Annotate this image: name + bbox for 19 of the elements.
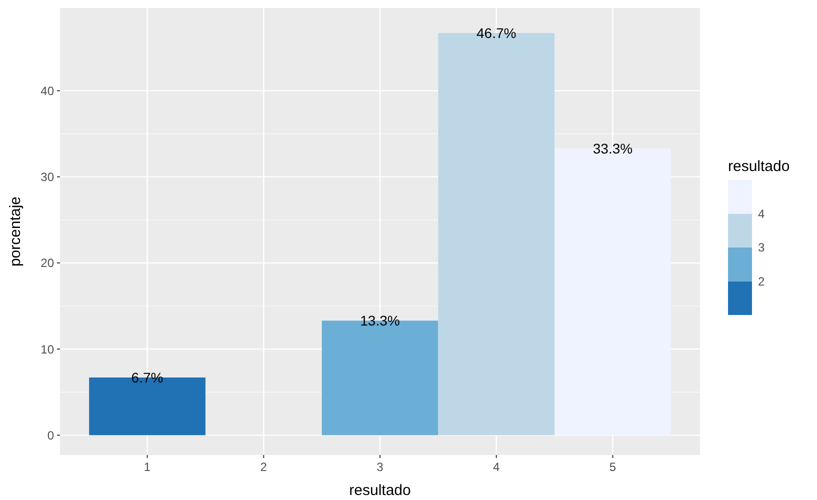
- x-axis-title: resultado: [349, 482, 411, 499]
- x-tick-label: 2: [260, 460, 268, 474]
- y-tick-label: 30: [40, 170, 54, 184]
- y-tick-label: 10: [40, 342, 54, 356]
- y-tick-label: 0: [47, 428, 54, 442]
- color-bar-label: 3: [758, 240, 765, 255]
- data-label: 13.3%: [360, 312, 400, 329]
- y-axis-title: porcentaje: [7, 196, 24, 267]
- data-label: 46.7%: [476, 24, 516, 41]
- x-tick-label: 3: [376, 460, 384, 474]
- color-bar-label: 2: [758, 274, 765, 288]
- color-bar-title: resultado: [728, 158, 790, 175]
- color-bar-label: 4: [758, 206, 765, 221]
- x-tick-label: 5: [609, 460, 616, 474]
- x-tick-label: 1: [144, 460, 151, 474]
- x-tick-label: 4: [493, 460, 500, 474]
- y-tick-label: 40: [40, 84, 54, 98]
- data-label: 33.3%: [592, 140, 633, 156]
- y-tick-label: 20: [40, 256, 54, 270]
